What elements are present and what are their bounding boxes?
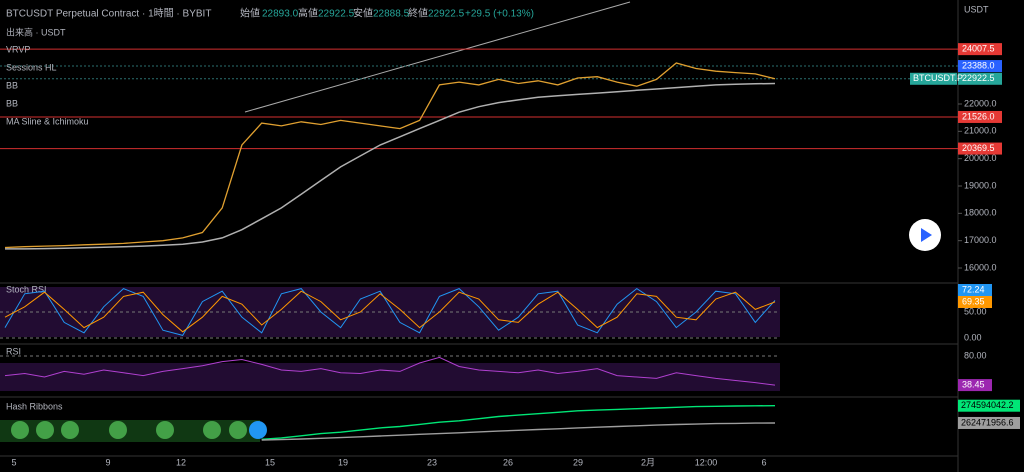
panel-title: Stoch RSI — [6, 284, 47, 294]
value-tag — [958, 399, 1020, 412]
price-line — [4, 62, 776, 249]
value-tag — [958, 284, 992, 296]
x-tick-label: 15 — [265, 457, 275, 467]
title: BTCUSDT Perpetual Contract · 1時間 · BYBIT — [6, 8, 211, 20]
x-tick-label: 12 — [176, 457, 186, 467]
value-label: 72.24 — [962, 284, 985, 294]
level-label: 24007.5 — [962, 44, 995, 54]
level-tag — [958, 60, 1002, 73]
indicator-label: BB — [6, 98, 18, 108]
x-tick-label: 2月 — [641, 457, 655, 467]
value-tag — [958, 296, 992, 308]
close-label: 終値 — [408, 7, 428, 20]
x-tick-label: 9 — [105, 457, 110, 467]
y-tick-label: 0.00 — [964, 332, 982, 342]
rsi-line — [4, 356, 776, 386]
x-tick-label: 23 — [427, 457, 437, 467]
hash-line — [261, 405, 776, 440]
value-tag — [958, 379, 992, 392]
y-tick-label: 16000.0 — [964, 262, 997, 272]
y-tick-label: 22000.0 — [964, 98, 997, 108]
y-tick-label: 20000.0 — [964, 153, 997, 163]
open: 22893.0 — [262, 9, 299, 20]
play-icon — [921, 228, 932, 242]
x-tick-label: 26 — [503, 457, 513, 467]
hash-line — [261, 422, 776, 441]
high-label: 高値 — [298, 7, 318, 20]
level-label: 20369.5 — [962, 143, 995, 153]
change: +29.5 (+0.13%) — [465, 9, 534, 20]
level-tag — [958, 142, 1002, 155]
x-tick-label: 6 — [761, 457, 766, 467]
value-label: 262471956.6 — [961, 417, 1014, 427]
y-tick-label: 50.00 — [964, 306, 987, 316]
indicator-label: VRVP — [6, 44, 30, 54]
y-tick-label: 18000.0 — [964, 208, 997, 218]
stoch-line — [4, 290, 776, 333]
close: 22922.5 — [428, 9, 465, 20]
high: 22922.5 — [318, 9, 355, 20]
level-tag — [958, 72, 1002, 85]
value-label: 274594042.2 — [961, 400, 1014, 410]
y-tick-label: 80.00 — [964, 350, 987, 360]
low: 22888.5 — [373, 9, 410, 20]
value-label: 69.35 — [962, 296, 985, 306]
level-label: 22922.5 — [962, 73, 995, 83]
low-label: 安値 — [353, 7, 373, 20]
x-tick-label: 5 — [11, 457, 16, 467]
open-label: 始値 — [240, 7, 260, 20]
level-tag — [958, 43, 1002, 56]
symbol-tag — [910, 72, 957, 85]
level-tag — [958, 110, 1002, 123]
price-line — [5, 82, 776, 250]
y-tick-label: 19000.0 — [964, 180, 997, 190]
currency: USDT — [964, 4, 989, 14]
y-tick-label: 21000.0 — [964, 126, 997, 136]
value-label: 38.45 — [962, 379, 985, 389]
indicator-label: BB — [6, 80, 18, 90]
volume-label: 出来高 · USDT — [6, 26, 66, 37]
trend-line — [244, 1, 631, 113]
signal-dots — [11, 421, 267, 439]
y-tick-label: 17000.0 — [964, 235, 997, 245]
indicator-label: Sessions HL — [6, 62, 57, 72]
x-tick-label: 12:00 — [695, 457, 718, 467]
panel-title: Hash Ribbons — [6, 401, 63, 411]
level-label: 21526.0 — [962, 111, 995, 121]
level-label: 23388.0 — [962, 60, 995, 70]
x-tick-label: 19 — [338, 457, 348, 467]
x-tick-label: 29 — [573, 457, 583, 467]
indicator-label: MA Sline & Ichimoku — [6, 116, 89, 126]
value-tag — [958, 416, 1020, 429]
rsi-band — [0, 363, 780, 391]
symbol-label: BTCUSDT.P — [913, 73, 963, 83]
panel-title: RSI — [6, 346, 21, 356]
